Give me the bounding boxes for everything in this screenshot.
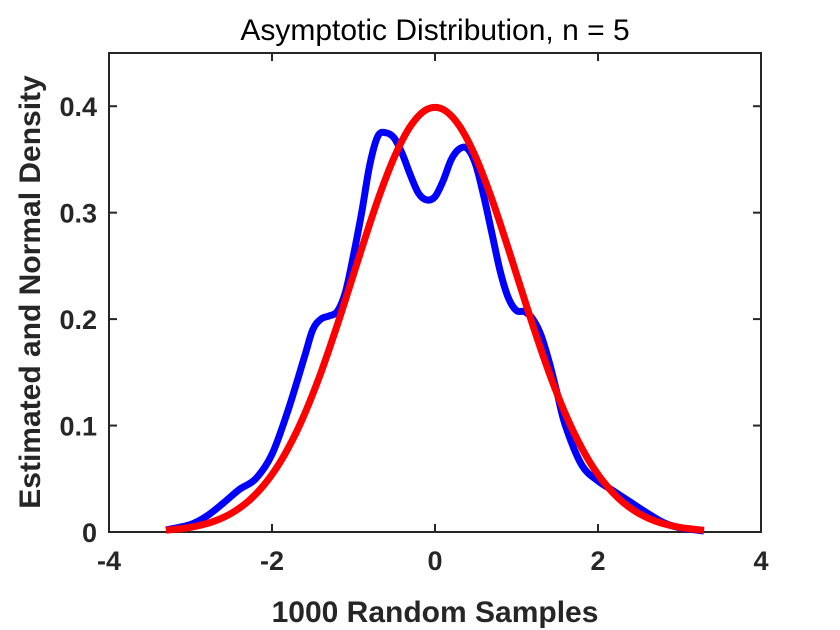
series-layer [165, 103, 705, 535]
x-axis-label: 1000 Random Samples [272, 596, 599, 629]
x-tick-label: 0 [427, 546, 442, 576]
plot-area-frame [108, 52, 762, 533]
y-tick-label: 0.1 [59, 412, 97, 442]
y-tick-label: 0 [82, 518, 97, 548]
y-axis-label: Estimated and Normal Density [14, 75, 47, 509]
x-tick-label: -2 [260, 546, 284, 576]
chart-title: Asymptotic Distribution, n = 5 [240, 14, 629, 47]
x-tick-label: 2 [590, 546, 605, 576]
normal-density-line [165, 103, 705, 534]
tick-layer: -4 -2 0 2 4 0 0.1 0.2 0.3 0.4 [59, 53, 769, 576]
y-tick-label: 0.3 [59, 199, 97, 229]
estimated-density-line [165, 128, 705, 535]
y-tick-label: 0.2 [59, 305, 97, 335]
x-tick-label: -4 [97, 546, 121, 576]
x-tick-label: 4 [753, 546, 768, 576]
y-tick-label: 0.4 [59, 92, 97, 122]
